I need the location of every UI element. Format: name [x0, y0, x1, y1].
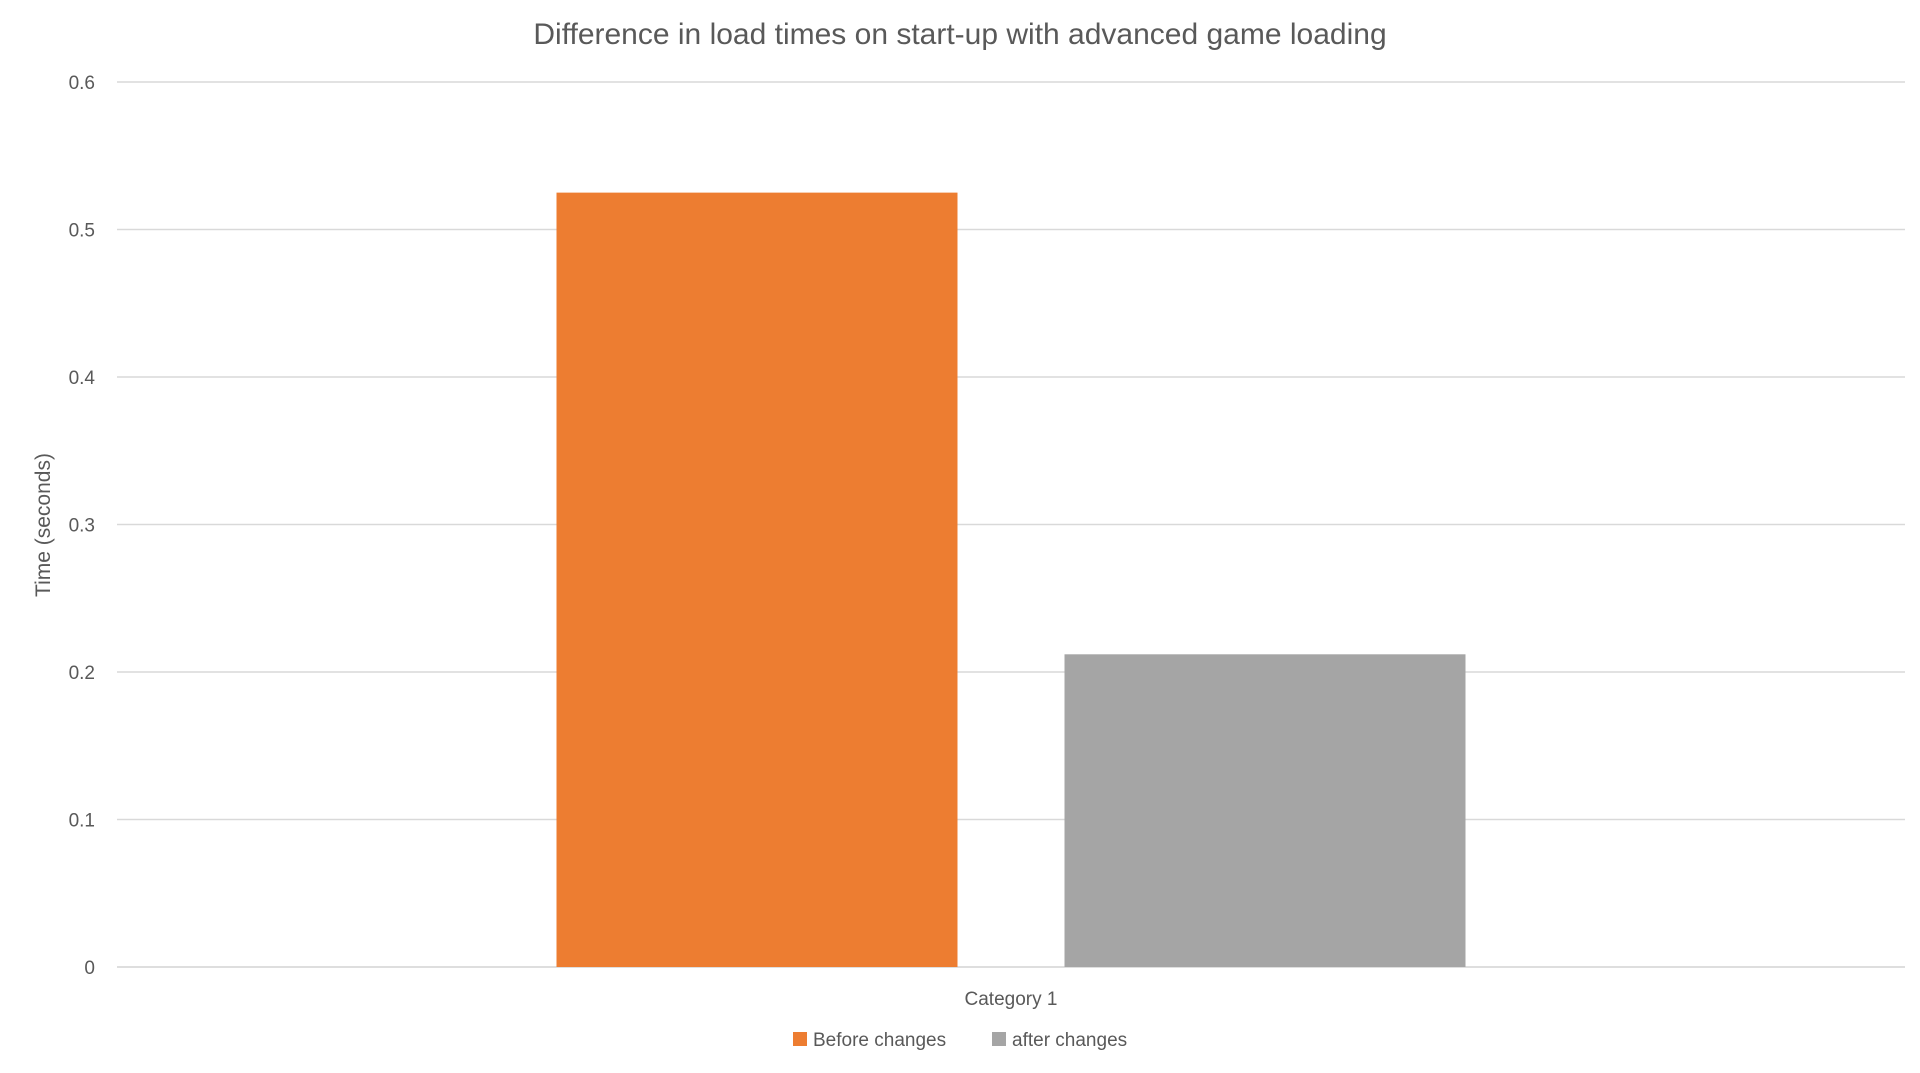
y-tick-label: 0.2	[69, 663, 95, 684]
y-tick-label: 0.6	[69, 73, 95, 94]
legend-label: after changes	[1012, 1030, 1127, 1051]
chart-title: Difference in load times on start-up wit…	[533, 18, 1386, 51]
bar-before-changes	[556, 192, 958, 967]
grid-lines	[117, 81, 1905, 968]
y-tick-label: 0.5	[69, 221, 95, 242]
legend: Before changes after changes	[793, 1030, 1127, 1051]
y-axis-label: Time (seconds)	[32, 453, 55, 597]
y-tick-label: 0.4	[69, 368, 96, 389]
legend-label: Before changes	[813, 1030, 946, 1051]
y-axis-ticks: 0 0.1 0.2 0.3 0.4 0.5 0.6	[69, 73, 96, 979]
y-tick-label: 0.1	[69, 811, 95, 832]
x-axis-labels: Category 1	[965, 989, 1058, 1010]
legend-swatch	[992, 1032, 1006, 1046]
bar-after-changes	[1064, 654, 1466, 967]
x-category-label: Category 1	[965, 989, 1058, 1010]
bars	[556, 192, 1466, 967]
y-tick-label: 0	[84, 958, 95, 979]
legend-swatch	[793, 1032, 807, 1046]
y-tick-label: 0.3	[69, 516, 95, 537]
